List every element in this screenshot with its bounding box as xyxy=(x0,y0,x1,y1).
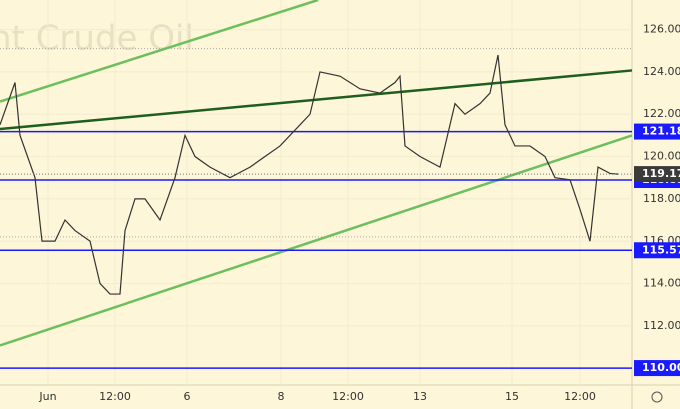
x-tick-label: 12:00 xyxy=(332,390,364,403)
last-price-label: 119.17 xyxy=(642,167,680,180)
y-tick-label: 114.00 xyxy=(643,276,680,289)
x-tick-label: 15 xyxy=(505,390,519,403)
trend-line xyxy=(0,134,633,347)
watermark: nt Crude Oil xyxy=(0,19,194,59)
level-label: 115.57 xyxy=(642,243,680,256)
x-tick-label: 8 xyxy=(278,390,285,403)
level-badge xyxy=(634,242,680,259)
y-tick-label: 122.00 xyxy=(643,107,680,120)
x-tick-label: 6 xyxy=(184,390,191,403)
x-tick-label: 13 xyxy=(413,390,427,403)
x-tick-label: Jun xyxy=(38,390,56,403)
y-tick-label: 120.00 xyxy=(643,150,680,163)
trend-line xyxy=(0,0,319,103)
y-tick-label: 124.00 xyxy=(643,65,680,78)
y-tick-label: 118.00 xyxy=(643,192,680,205)
x-tick-label: 12:00 xyxy=(99,390,131,403)
y-tick-label: 112.00 xyxy=(643,319,680,332)
last-price-badge xyxy=(634,166,680,183)
price-line xyxy=(0,54,619,295)
level-badge xyxy=(634,360,680,377)
y-tick-label: 126.00 xyxy=(643,23,680,36)
level-label: 121.18 xyxy=(642,125,680,138)
trend-line xyxy=(0,69,633,131)
level-label: 110.00 xyxy=(642,361,680,374)
settings-icon[interactable] xyxy=(651,391,663,403)
level-badge xyxy=(634,123,680,140)
x-tick-label: 12:00 xyxy=(564,390,596,403)
